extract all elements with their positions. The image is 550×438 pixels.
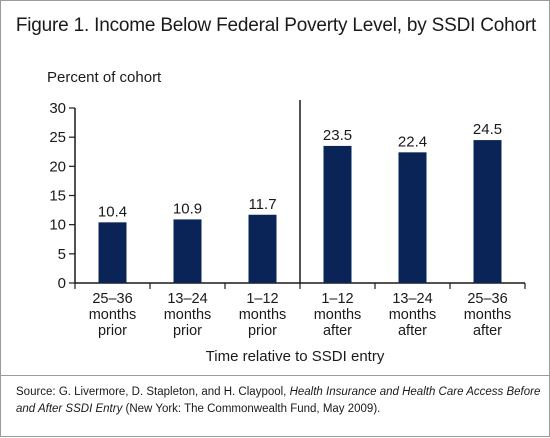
category-label-2-line-2: months	[164, 307, 212, 323]
x-axis-label: Time relative to SSDI entry	[205, 348, 385, 365]
bar-6	[473, 140, 502, 283]
y-tick-label-15: 15	[49, 188, 66, 205]
bar-4	[323, 145, 352, 283]
source-prefix: Source: G. Livermore, D. Stapleton, and …	[16, 386, 290, 398]
chart-title: Figure 1. Income Below Federal Poverty L…	[15, 15, 537, 36]
category-label-4-line-2: months	[314, 307, 362, 323]
category-label-1-line-1: 25–36	[92, 291, 132, 307]
y-tick-label-30: 30	[49, 100, 66, 117]
y-tick-label-0: 0	[58, 275, 66, 292]
source-italic-title: Health Insurance and Health Care Access …	[16, 386, 541, 415]
category-label-3-line-2: months	[239, 307, 287, 323]
y-tick-label-5: 5	[58, 246, 66, 263]
category-label-4-line-1: 1–12	[321, 291, 353, 307]
category-label-2-line-3: prior	[173, 323, 202, 339]
bar-chart: 05101520253010.425–36monthsprior10.913–2…	[49, 100, 526, 339]
category-label-6-line-1: 25–36	[467, 291, 507, 307]
category-label-5-line-3: after	[398, 323, 427, 339]
source-suffix: (New York: The Commonwealth Fund, May 20…	[122, 403, 381, 415]
category-label-2-line-1: 13–24	[167, 291, 207, 307]
value-label-2: 10.9	[173, 200, 202, 217]
y-tick-label-25: 25	[49, 129, 66, 146]
source-note: Source: G. Livermore, D. Stapleton, and …	[1, 375, 550, 438]
bar-5	[398, 152, 427, 283]
value-label-1: 10.4	[98, 203, 127, 220]
category-label-6-line-3: after	[473, 323, 502, 339]
bar-1	[98, 222, 127, 283]
bar-3	[248, 214, 277, 283]
category-label-1-line-3: prior	[98, 323, 127, 339]
category-label-3-line-1: 1–12	[246, 291, 278, 307]
value-label-6: 24.5	[473, 121, 502, 138]
category-label-3-line-3: prior	[248, 323, 277, 339]
bar-2	[173, 219, 202, 283]
category-label-5-line-2: months	[389, 307, 437, 323]
category-label-5-line-1: 13–24	[392, 291, 432, 307]
value-label-3: 11.7	[248, 196, 276, 213]
y-tick-label-20: 20	[49, 158, 66, 175]
category-label-1-line-2: months	[89, 307, 137, 323]
y-tick-label-10: 10	[49, 217, 66, 234]
y-axis-label: Percent of cohort	[47, 69, 162, 86]
category-label-6-line-2: months	[464, 307, 512, 323]
value-label-5: 22.4	[398, 133, 427, 150]
category-label-4-line-3: after	[323, 323, 352, 339]
value-label-4: 23.5	[323, 127, 352, 144]
